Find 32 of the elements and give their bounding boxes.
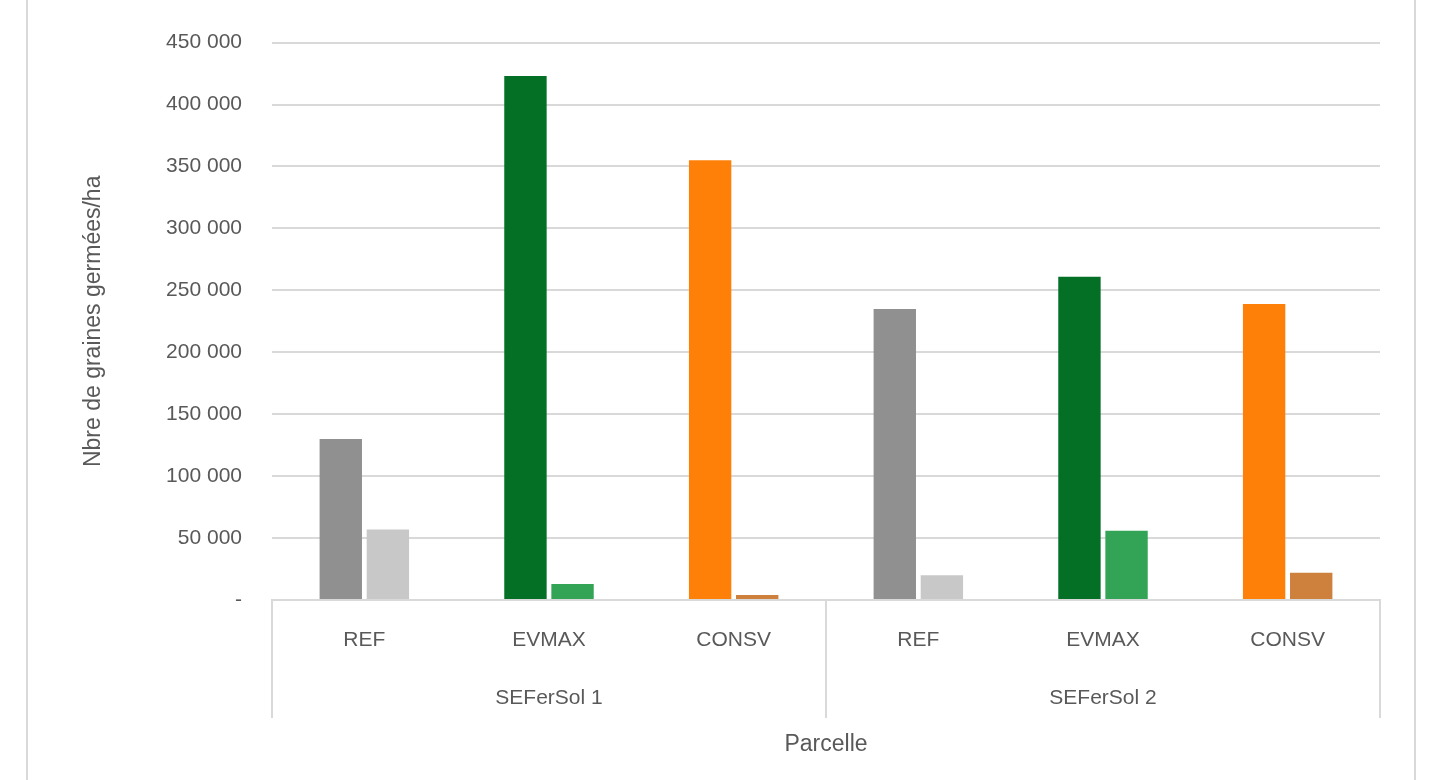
x-tick-label: REF [343,627,386,651]
y-tick-label: 250 000 [166,277,242,301]
bar [1105,530,1148,599]
bar [736,595,779,599]
x-tick-label: CONSV [696,627,772,651]
y-tick-label: 200 000 [166,339,242,363]
bar [366,529,410,599]
y-tick-label: 450 000 [166,29,242,53]
y-tick-label: 150 000 [166,401,242,424]
y-tick-label: 400 000 [166,91,242,115]
bar [504,76,547,599]
text: SEFerSol 2 [1049,684,1157,708]
bar [319,438,362,599]
y-tick-label: 100 000 [166,462,242,486]
y-tick-label: 50 000 [177,524,242,548]
bar [873,308,916,599]
bar [551,583,594,599]
x-tick-label: REF [897,627,940,651]
y-tick-label: - [235,586,242,610]
x-axis-title: Parcelle [784,730,868,757]
y-tick-label: 350 000 [166,153,242,177]
x-tick-label: EVMAX [1066,627,1140,651]
bar [1058,276,1101,599]
bar [1242,303,1286,599]
x-tick-label: CONSV [1250,627,1326,651]
text: SEFerSol 1 [495,684,603,708]
bar [920,575,964,599]
y-tick-label: 300 000 [166,215,242,239]
y-axis-title: Nbre de graines germées/ha [79,175,106,468]
x-tick-label: EVMAX [512,627,586,651]
bar [688,160,732,599]
bar [1290,572,1333,599]
